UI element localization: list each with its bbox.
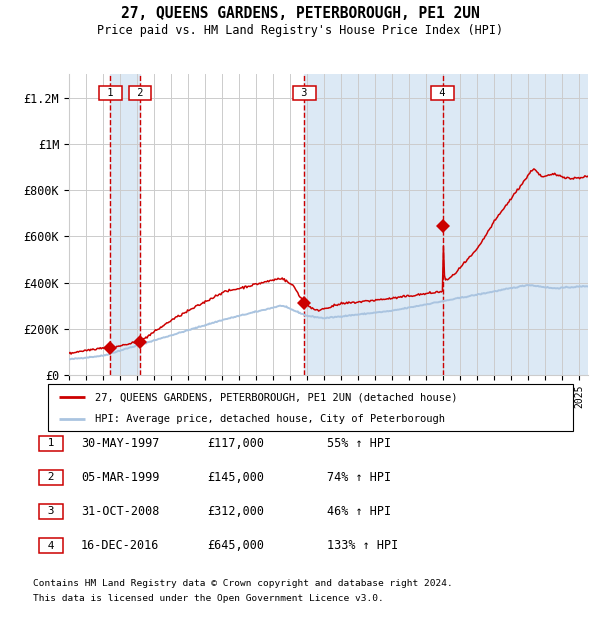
Text: 30-MAY-1997: 30-MAY-1997: [81, 437, 160, 450]
Text: £117,000: £117,000: [207, 437, 264, 450]
Text: 1: 1: [41, 438, 61, 448]
Text: 46% ↑ HPI: 46% ↑ HPI: [327, 505, 391, 518]
Text: 74% ↑ HPI: 74% ↑ HPI: [327, 471, 391, 484]
Text: 1: 1: [101, 88, 119, 99]
Text: 3: 3: [41, 507, 61, 516]
Text: £145,000: £145,000: [207, 471, 264, 484]
Text: 55% ↑ HPI: 55% ↑ HPI: [327, 437, 391, 450]
Bar: [443, 74, 588, 375]
Text: 27, QUEENS GARDENS, PETERBOROUGH, PE1 2UN (detached house): 27, QUEENS GARDENS, PETERBOROUGH, PE1 2U…: [95, 392, 458, 402]
Text: 05-MAR-1999: 05-MAR-1999: [81, 471, 160, 484]
Text: 2: 2: [131, 88, 149, 99]
Text: 4: 4: [433, 88, 452, 99]
Text: 4: 4: [41, 541, 61, 551]
Text: 31-OCT-2008: 31-OCT-2008: [81, 505, 160, 518]
Text: This data is licensed under the Open Government Licence v3.0.: This data is licensed under the Open Gov…: [33, 593, 384, 603]
Text: 27, QUEENS GARDENS, PETERBOROUGH, PE1 2UN: 27, QUEENS GARDENS, PETERBOROUGH, PE1 2U…: [121, 6, 479, 21]
Text: 2: 2: [41, 472, 61, 482]
Text: 3: 3: [295, 88, 314, 99]
Bar: [304, 74, 443, 375]
Text: Price paid vs. HM Land Registry's House Price Index (HPI): Price paid vs. HM Land Registry's House …: [97, 24, 503, 37]
Text: £645,000: £645,000: [207, 539, 264, 552]
Text: 133% ↑ HPI: 133% ↑ HPI: [327, 539, 398, 552]
Bar: [110, 74, 140, 375]
Text: £312,000: £312,000: [207, 505, 264, 518]
Text: HPI: Average price, detached house, City of Peterborough: HPI: Average price, detached house, City…: [95, 414, 445, 424]
Text: Contains HM Land Registry data © Crown copyright and database right 2024.: Contains HM Land Registry data © Crown c…: [33, 578, 453, 588]
Text: 16-DEC-2016: 16-DEC-2016: [81, 539, 160, 552]
